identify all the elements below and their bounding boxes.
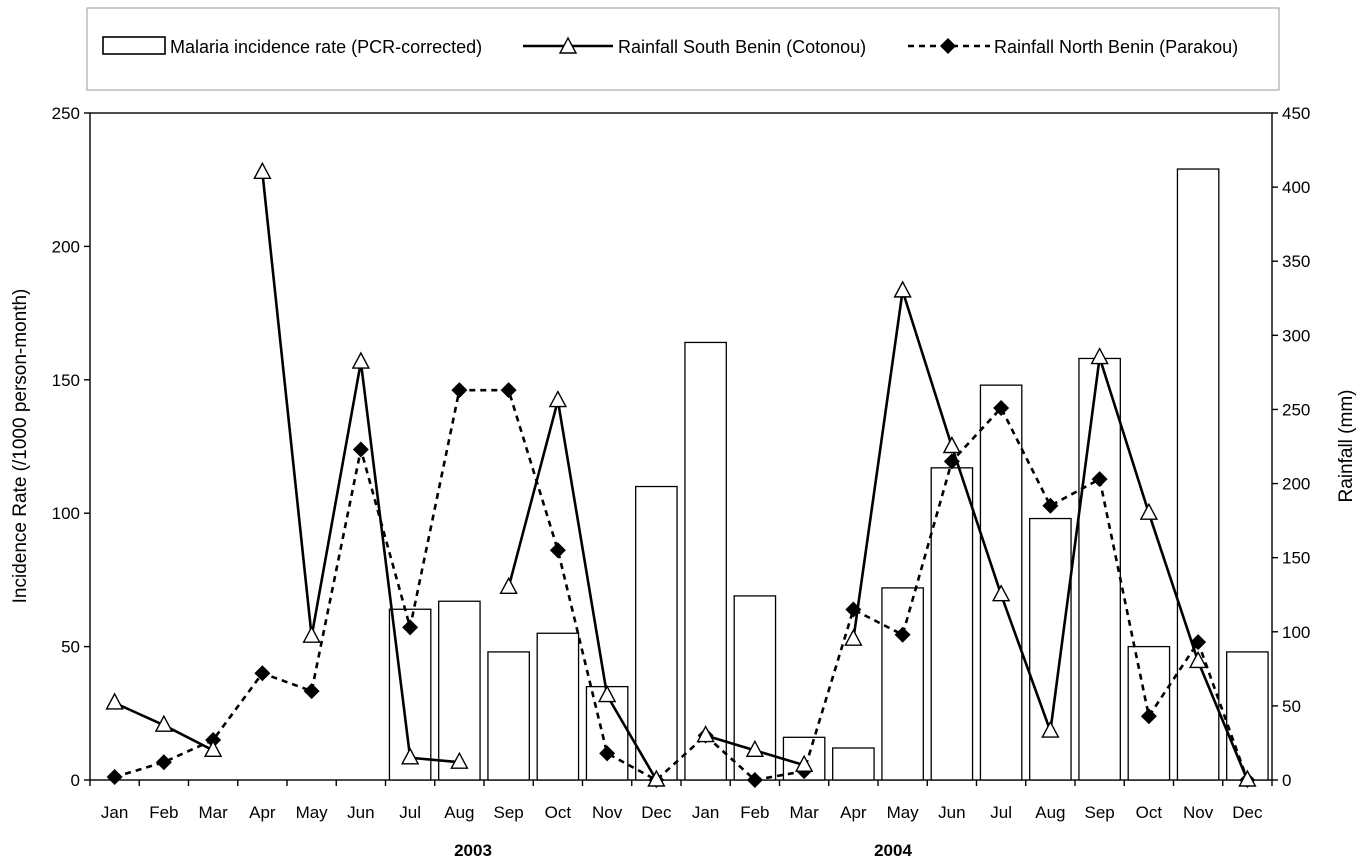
rainfall-south-point [499, 577, 518, 595]
year-label-2004: 2004 [874, 841, 912, 860]
y-left-tick-label: 0 [71, 771, 80, 790]
x-tick-label: Jul [990, 803, 1012, 822]
incidence-bar [536, 632, 580, 781]
rainfall-south-point [943, 436, 961, 454]
right-axis: 0 50 100 150 200 250 300 350 400 450 [1272, 104, 1310, 790]
rainfall-north-point [549, 542, 566, 559]
y-right-tick-label: 0 [1282, 771, 1291, 790]
x-tick-label: Feb [149, 803, 178, 822]
x-tick-label: Oct [1136, 803, 1163, 822]
y-axis-left-title: Incidence Rate (/1000 person-month) [10, 289, 31, 604]
incidence-bar [635, 485, 678, 781]
rainfall-south-point [1140, 503, 1158, 520]
rainfall-north-point [500, 382, 517, 399]
y-right-tick-label: 450 [1282, 104, 1310, 123]
legend-box [86, 7, 1280, 91]
y-left-tick-label: 100 [52, 504, 80, 523]
rainfall-south-point [1090, 347, 1109, 365]
incidence-bar [832, 747, 875, 781]
x-tick-label: Jan [101, 803, 128, 822]
x-axis: Jan Feb Mar Apr May Jun Jul Aug Sep Oct Nov Dec Jan F… [89, 780, 1273, 822]
y-right-tick-label: 150 [1282, 549, 1310, 568]
incidence-bar [1078, 357, 1121, 781]
x-tick-label: Sep [1085, 803, 1115, 822]
incidence-bar [1176, 168, 1220, 781]
y-right-tick-label: 350 [1282, 252, 1310, 271]
incidence-bar [1029, 517, 1072, 781]
x-tick-label: Nov [592, 803, 623, 822]
x-tick-label: Jul [399, 803, 421, 822]
x-tick-label: May [887, 803, 920, 822]
rainfall-north-point [155, 754, 172, 771]
incidence-bar [487, 651, 530, 781]
rainfall-north-point [451, 382, 468, 399]
y-left-tick-label: 150 [52, 371, 80, 390]
legend-label-incidence: Malaria incidence rate (PCR-corrected) [170, 37, 482, 57]
rainfall-north-series [106, 382, 1256, 788]
x-tick-label: Feb [740, 803, 769, 822]
x-tick-label: Nov [1183, 803, 1214, 822]
incidence-bar [930, 467, 974, 781]
legend-label-south: Rainfall South Benin (Cotonou) [618, 37, 866, 57]
rainfall-north-point [106, 769, 123, 786]
incidence-bar [438, 600, 481, 781]
incidence-bar [979, 384, 1023, 781]
rainfall-south-point [893, 281, 912, 298]
rainfall-south-point [352, 352, 370, 369]
x-tick-label: May [296, 803, 329, 822]
y-right-tick-label: 100 [1282, 623, 1310, 642]
incidence-bar [1226, 651, 1269, 781]
y-right-tick-label: 250 [1282, 400, 1310, 419]
y-left-tick-label: 50 [61, 638, 80, 657]
y-left-tick-label: 250 [52, 104, 80, 123]
y-right-tick-label: 400 [1282, 178, 1310, 197]
rainfall-south-series [105, 162, 1257, 787]
x-tick-label: Oct [545, 803, 572, 822]
x-tick-label: Apr [249, 803, 276, 822]
x-tick-label: Apr [840, 803, 867, 822]
rainfall-south-point [844, 629, 863, 646]
rainfall-north-point [352, 441, 369, 458]
x-tick-label: Sep [494, 803, 524, 822]
y-left-tick-label: 200 [52, 237, 80, 256]
x-tick-label: Mar [789, 803, 819, 822]
y-right-tick-label: 50 [1282, 697, 1301, 716]
rainfall-north-point [303, 683, 320, 700]
rainfall-south-point [549, 390, 567, 408]
x-tick-label: Aug [1035, 803, 1065, 822]
x-tick-label: Dec [1232, 803, 1263, 822]
x-tick-label: Jan [692, 803, 719, 822]
rainfall-south-point [302, 626, 321, 643]
x-tick-label: Dec [641, 803, 672, 822]
x-tick-label: Jun [938, 803, 965, 822]
y-right-tick-label: 300 [1282, 326, 1310, 345]
legend-swatch-incidence [102, 36, 166, 55]
legend: Malaria incidence rate (PCR-corrected) R… [86, 7, 1280, 91]
rainfall-north-line [114, 388, 1249, 782]
x-tick-label: Aug [444, 803, 474, 822]
x-tick-label: Jun [347, 803, 374, 822]
legend-label-north: Rainfall North Benin (Parakou) [994, 37, 1238, 57]
rainfall-south-point [253, 162, 272, 179]
y-right-tick-label: 200 [1282, 475, 1310, 494]
x-tick-label: Mar [198, 803, 228, 822]
incidence-bars [388, 168, 1269, 781]
left-axis: 0 50 100 150 200 250 [52, 104, 90, 790]
incidence-bar [684, 341, 727, 781]
rainfall-north-point [1042, 497, 1059, 514]
year-label-2003: 2003 [454, 841, 492, 860]
rainfall-south-point [105, 693, 124, 710]
y-axis-right-title: Rainfall (mm) [1336, 390, 1357, 503]
incidence-bar [881, 587, 924, 781]
rainfall-south-line [507, 399, 658, 781]
